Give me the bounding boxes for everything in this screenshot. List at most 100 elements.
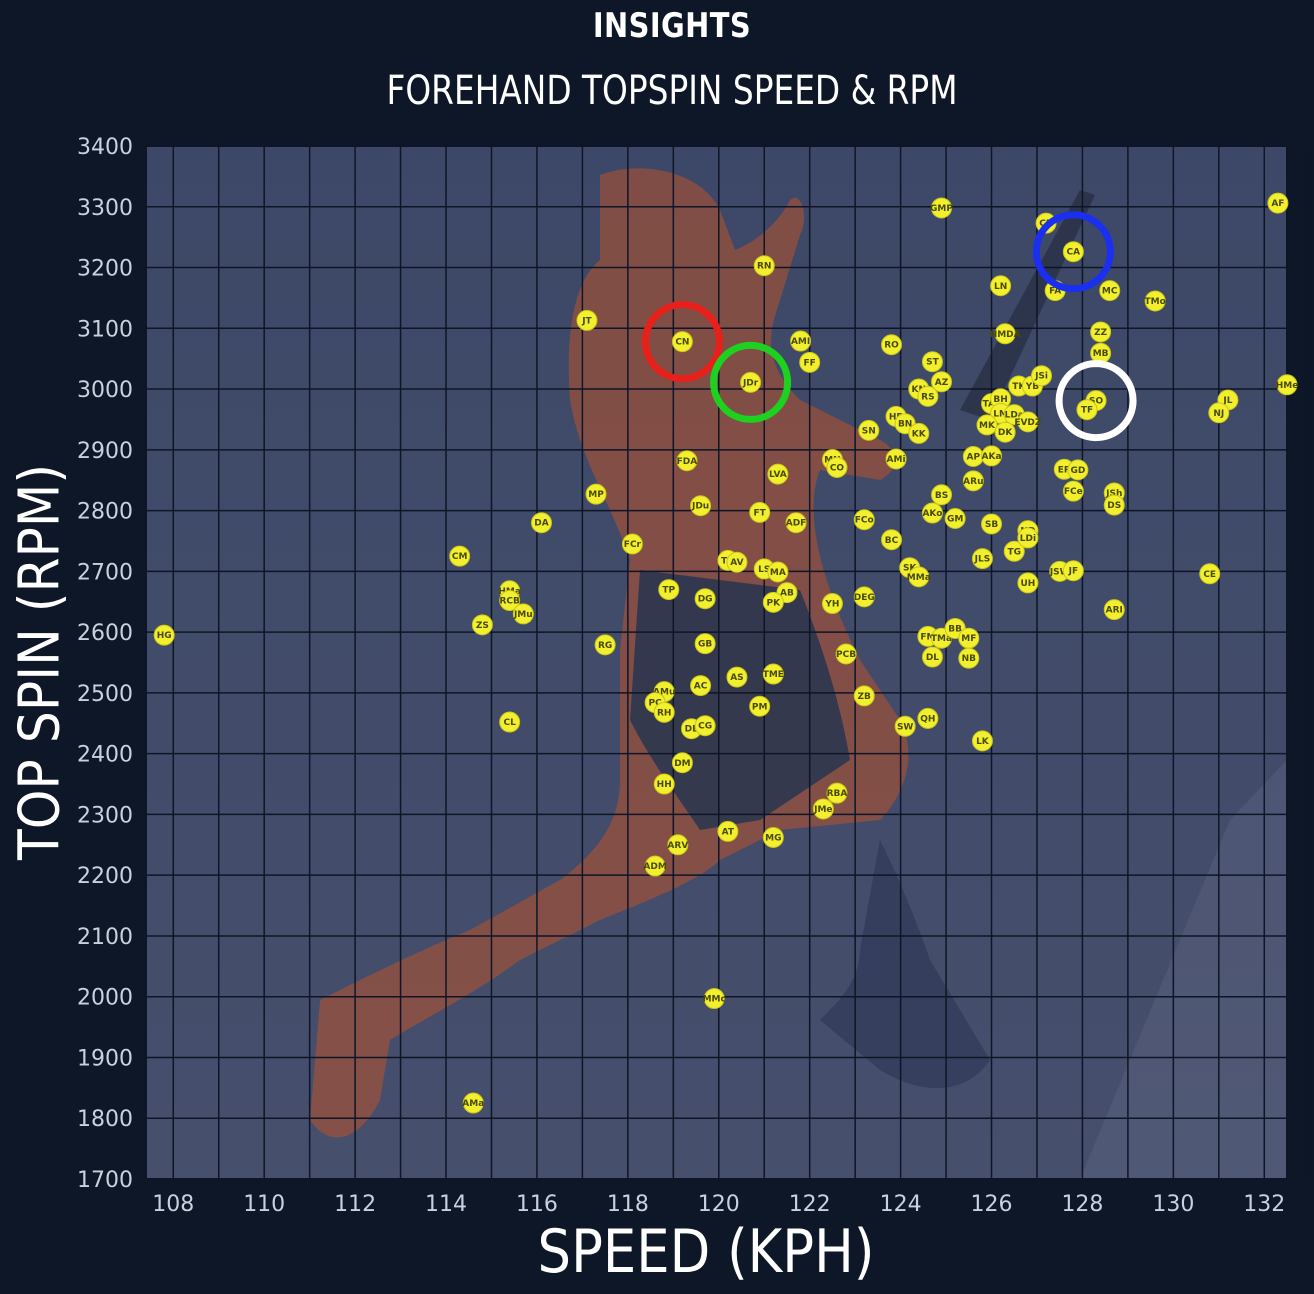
data-point-dot: [512, 603, 534, 625]
data-point-label: LDi: [1020, 534, 1036, 544]
chart-subtitle: FOREHAND TOPSPIN SPEED & RPM: [386, 68, 958, 114]
data-point-dot: [1017, 572, 1039, 594]
data-point-dot: [853, 509, 875, 531]
y-tick-label: 2100: [77, 925, 133, 950]
data-point-label: BB: [948, 624, 962, 634]
data-point-ako: AKo: [921, 502, 943, 524]
y-tick-label: 2900: [77, 439, 133, 464]
x-tick-label: 128: [1061, 1192, 1103, 1217]
data-point-gb: GB: [694, 633, 716, 655]
data-point-aka: AKa: [981, 445, 1003, 467]
data-point-dot: [1017, 411, 1039, 433]
data-point-lva: LVA: [767, 463, 789, 485]
data-point-jt: JT: [576, 309, 598, 331]
data-point-dot: [767, 463, 789, 485]
data-point-label: SO: [1089, 397, 1103, 407]
data-point-label: RO: [884, 341, 899, 351]
data-point-label: CN: [675, 338, 689, 348]
data-point-label: BH: [993, 395, 1007, 405]
data-point-label: CM: [452, 552, 468, 562]
data-point-dot: [994, 421, 1016, 443]
data-point-dot: [921, 502, 943, 524]
data-point-label: CE: [1203, 570, 1216, 580]
data-point-dot: [881, 529, 903, 551]
data-point-pcb: PCB: [835, 643, 857, 665]
data-point-label: NB: [962, 654, 977, 664]
data-point-label: HR: [889, 412, 904, 422]
data-point-jdu: JDu: [690, 495, 712, 517]
x-tick-label: 118: [607, 1192, 649, 1217]
data-point-label: BS: [935, 491, 948, 501]
data-point-label: DG: [698, 595, 713, 605]
data-point-label: LS: [758, 565, 770, 575]
data-point-label: DA: [534, 519, 548, 529]
data-point-label: GM: [947, 514, 963, 524]
y-tick-label: 2500: [77, 682, 133, 707]
data-point-pk: PK: [762, 591, 784, 613]
y-tick-label: 3200: [77, 257, 133, 282]
data-point-label: AZ: [935, 378, 949, 388]
data-point-dot: [767, 561, 789, 583]
data-point-dot: [671, 752, 693, 774]
data-point-dot: [449, 545, 471, 567]
data-point-dot: [1031, 365, 1053, 387]
data-point-ldi: LDi: [1017, 527, 1039, 549]
data-point-label: MF: [961, 634, 976, 644]
data-point-label: KN: [912, 385, 927, 395]
data-point-dot: [1067, 459, 1089, 481]
data-point-label: LM: [993, 409, 1008, 419]
data-point-mg: MG: [762, 827, 784, 849]
data-point-cm: CM: [449, 545, 471, 567]
data-point-sw: SW: [894, 715, 916, 737]
data-point-label: CA: [1067, 248, 1081, 258]
data-point-label: PK: [767, 598, 782, 608]
data-point-dot: [658, 579, 680, 601]
data-point-label: NJ: [1213, 409, 1224, 419]
data-point-label: AF: [1271, 199, 1284, 209]
data-point-nmda: NMDA: [990, 323, 1021, 345]
data-point-at: AT: [717, 820, 739, 842]
data-point-yh: YH: [821, 593, 843, 615]
highlight-circles: [641, 211, 1137, 442]
data-point-dl: DL: [921, 646, 943, 668]
data-point-dot: [799, 351, 821, 373]
data-point-kk: KK: [908, 422, 930, 444]
y-tick-label: 1900: [77, 1046, 133, 1071]
data-point-dot: [694, 633, 716, 655]
data-point-dot: [703, 988, 725, 1010]
data-point-label: RN: [757, 262, 771, 272]
chart-title: INSIGHTS: [592, 6, 752, 46]
data-point-dot: [1103, 494, 1125, 516]
data-point-rs: RS: [917, 385, 939, 407]
data-point-dot: [749, 501, 771, 523]
data-point-rh: RH: [653, 701, 675, 723]
plot-border: [145, 145, 1288, 1180]
data-point-label: AMi: [887, 455, 906, 465]
data-point-label: AP: [967, 453, 981, 463]
data-point-cn: CN: [671, 331, 693, 353]
data-point-dot: [894, 715, 916, 737]
data-point-fce: FCe: [1062, 480, 1084, 502]
highlight-circle-cn: [641, 301, 723, 383]
data-point-dot: [1103, 599, 1125, 621]
data-point-label: NMDA: [990, 330, 1021, 340]
data-point-dot: [153, 624, 175, 646]
data-point-jls: JLS: [971, 548, 993, 570]
data-point-label: AC: [694, 682, 708, 692]
data-point-dot: [762, 827, 784, 849]
data-point-label: JMu: [513, 610, 533, 620]
data-point-label: ADM: [643, 862, 666, 872]
data-point-tme: TME: [763, 663, 784, 685]
data-point-dot: [908, 422, 930, 444]
data-point-ce: CE: [1199, 563, 1221, 585]
data-point-label: AMu: [653, 688, 675, 698]
data-point-dot: [499, 711, 521, 733]
data-point-dot: [717, 820, 739, 842]
data-point-mc: MC: [1099, 280, 1121, 302]
data-point-label: JL: [1222, 396, 1232, 406]
x-tick-label: 124: [880, 1192, 922, 1217]
data-point-label: AB: [780, 589, 794, 599]
data-point-bs: BS: [931, 484, 953, 506]
data-point-evdz: EVDZ: [1014, 411, 1042, 433]
data-point-dot: [958, 647, 980, 669]
